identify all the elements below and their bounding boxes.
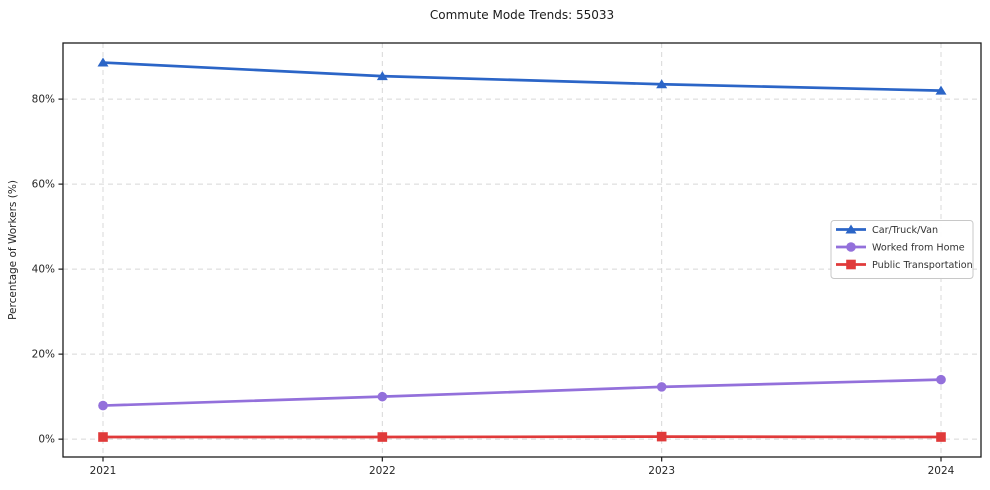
series-marker-public-transportation bbox=[936, 432, 946, 442]
legend-label: Worked from Home bbox=[872, 242, 965, 253]
y-tick-label: 80% bbox=[32, 94, 55, 106]
legend-label: Public Transportation bbox=[872, 260, 973, 271]
series-marker-worked-from-home bbox=[98, 400, 108, 411]
series-marker-worked-from-home bbox=[656, 382, 667, 392]
series-marker-public-transportation bbox=[377, 432, 388, 442]
x-tick-label: 2021 bbox=[90, 465, 117, 477]
series-marker-car-truck-van bbox=[935, 85, 947, 95]
axes-frame bbox=[62, 42, 982, 458]
legend-box bbox=[830, 220, 974, 279]
legend-sample-marker bbox=[845, 224, 857, 234]
y-tick-label: 0% bbox=[38, 434, 55, 446]
series-marker-worked-from-home bbox=[377, 391, 388, 402]
y-tick-label: 60% bbox=[32, 179, 55, 191]
series-line-car-truck-van bbox=[101, 61, 943, 92]
y-tick-label: 40% bbox=[32, 264, 55, 276]
series-marker-car-truck-van bbox=[97, 57, 109, 67]
x-tick-label: 2024 bbox=[928, 465, 955, 477]
series-marker-car-truck-van bbox=[376, 71, 388, 81]
chart-title: Commute Mode Trends: 55033 bbox=[429, 8, 615, 22]
series-marker-worked-from-home bbox=[936, 374, 946, 385]
series-marker-public-transportation bbox=[98, 432, 108, 442]
legend-label: Car/Truck/Van bbox=[872, 225, 938, 236]
series-marker-car-truck-van bbox=[656, 79, 668, 89]
legend-sample-marker bbox=[846, 242, 856, 252]
x-tick-label: 2022 bbox=[369, 465, 396, 477]
series-marker-public-transportation bbox=[656, 431, 667, 442]
legend-sample-marker bbox=[846, 259, 856, 270]
y-tick-label: 20% bbox=[32, 349, 55, 361]
x-tick-label: 2023 bbox=[648, 465, 675, 477]
series-line-worked-from-home bbox=[101, 378, 943, 407]
